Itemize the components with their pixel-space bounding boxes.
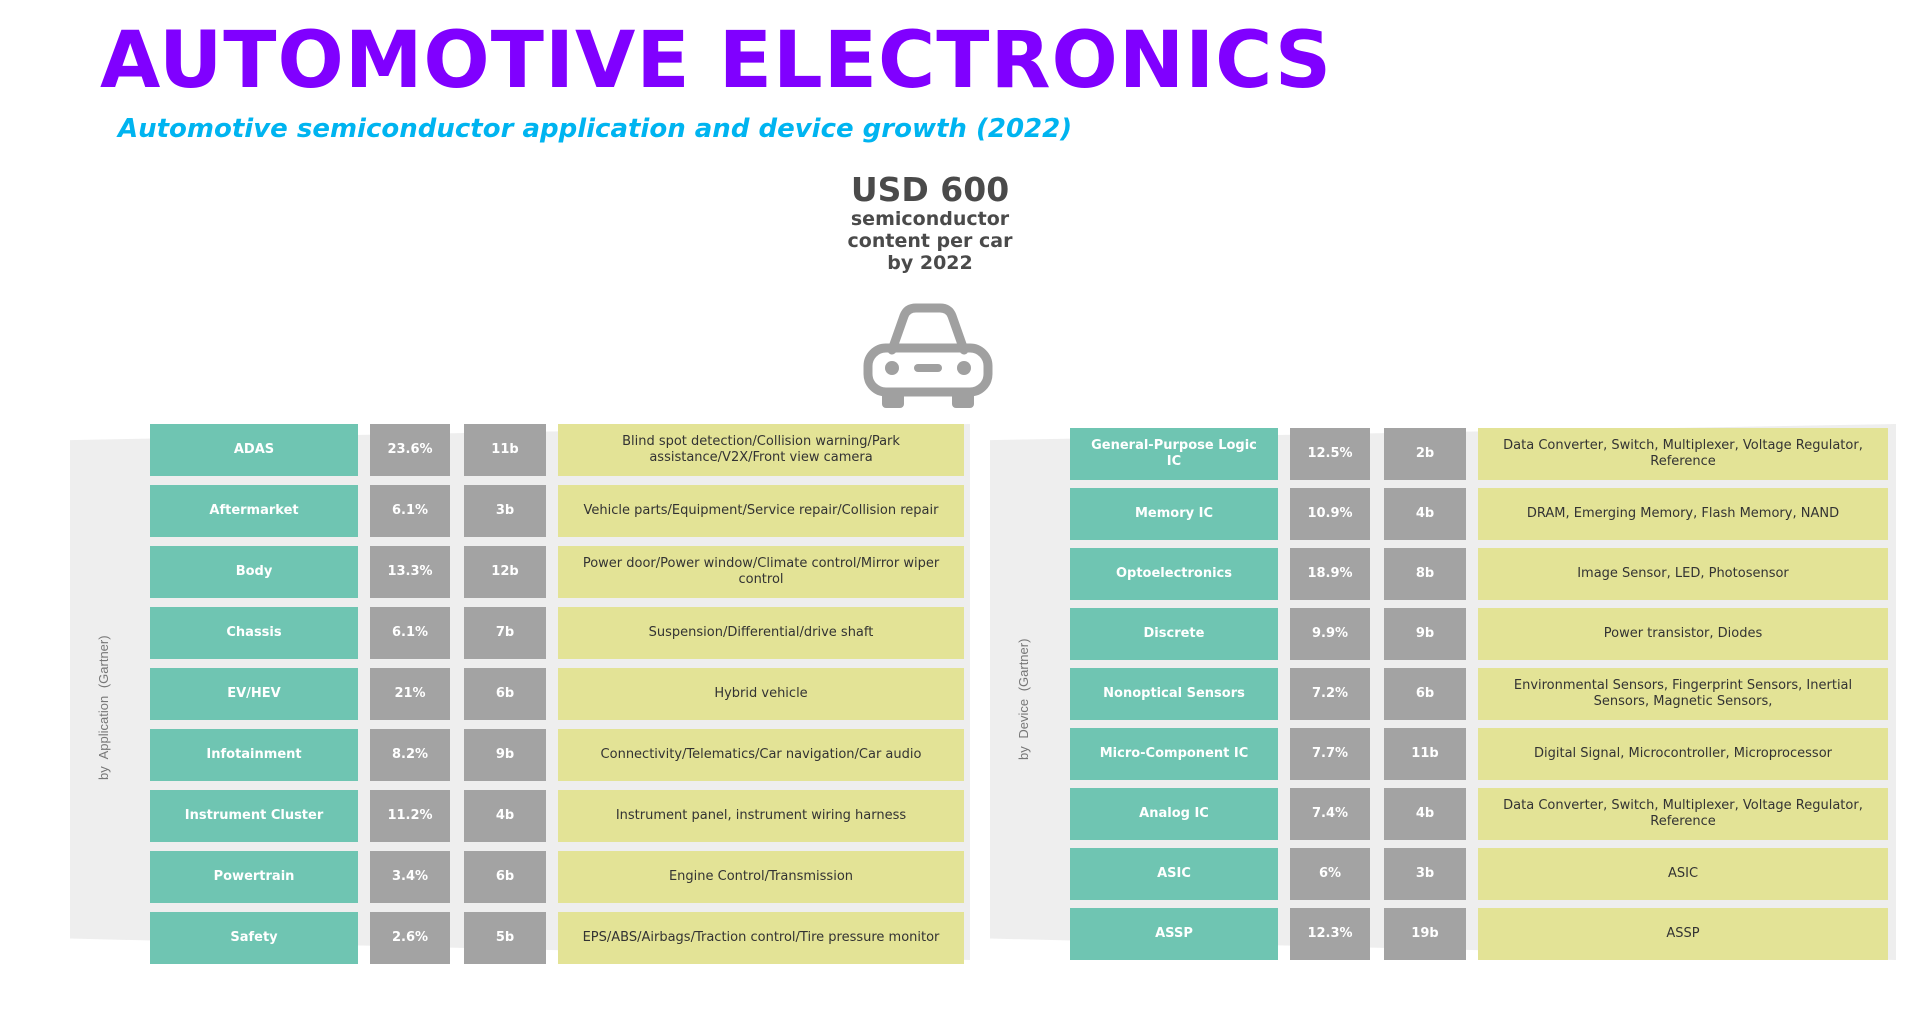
growth-percent: 3.4% — [370, 851, 450, 903]
device-count: 12b — [464, 546, 546, 598]
growth-percent: 10.9% — [1290, 488, 1370, 540]
device-name: Nonoptical Sensors — [1070, 668, 1278, 720]
device-count: 8b — [1384, 548, 1466, 600]
device-count: 9b — [464, 729, 546, 781]
device-count: 9b — [1384, 608, 1466, 660]
device-description: ASSP — [1478, 908, 1888, 960]
device-name: ASSP — [1070, 908, 1278, 960]
device-count: 2b — [1384, 428, 1466, 480]
content-line-3: by 2022 — [887, 252, 973, 275]
device-count: 6b — [464, 668, 546, 720]
device-description: ASIC — [1478, 848, 1888, 900]
device-name: ASIC — [1070, 848, 1278, 900]
application-name: ADAS — [150, 424, 358, 476]
table-row: Discrete 9.9% 9b Power transistor, Diodes — [0, 608, 1914, 660]
device-name: Optoelectronics — [1070, 548, 1278, 600]
growth-percent: 18.9% — [1290, 548, 1370, 600]
table-row: Optoelectronics 18.9% 8b Image Sensor, LED,… — [0, 548, 1914, 600]
device-name: General-Purpose Logic IC — [1070, 428, 1278, 480]
device-count: 4b — [1384, 788, 1466, 840]
table-row: Analog IC 7.4% 4b Data Converter, Switch, M… — [0, 788, 1914, 840]
content-amount: USD 600 — [850, 170, 1010, 209]
application-description: Suspension/Differential/drive shaft — [558, 607, 964, 659]
growth-percent: 6.1% — [370, 607, 450, 659]
device-count: 11b — [1384, 728, 1466, 780]
device-name: Discrete — [1070, 608, 1278, 660]
device-description: Data Converter, Switch, Multiplexer, Vol… — [1478, 788, 1888, 840]
growth-percent: 8.2% — [370, 729, 450, 781]
growth-percent: 12.3% — [1290, 908, 1370, 960]
table-row: Chassis 6.1% 7b Suspension/Differential/dri… — [0, 607, 1914, 659]
growth-percent: 11.2% — [370, 790, 450, 842]
device-count: 11b — [464, 424, 546, 476]
device-description: Image Sensor, LED, Photosensor — [1478, 548, 1888, 600]
content-line-2: content per car — [847, 230, 1013, 253]
device-count: 19b — [1384, 908, 1466, 960]
table-row: Instrument Cluster 11.2% 4b Instrument pane… — [0, 790, 1914, 842]
table-row: ASIC 6% 3b ASIC — [0, 848, 1914, 900]
application-description: Hybrid vehicle — [558, 668, 964, 720]
device-count: 3b — [1384, 848, 1466, 900]
growth-percent: 2.6% — [370, 912, 450, 964]
growth-percent: 21% — [370, 668, 450, 720]
growth-percent: 23.6% — [370, 424, 450, 476]
table-row: EV/HEV 21% 6b Hybrid vehicle — [0, 668, 1914, 720]
device-description: Data Converter, Switch, Multiplexer, Vol… — [1478, 428, 1888, 480]
application-description: Blind spot detection/Collision warning/P… — [558, 424, 964, 476]
application-description: Vehicle parts/Equipment/Service repair/C… — [558, 485, 964, 537]
application-name: Body — [150, 546, 358, 598]
device-description: Power transistor, Diodes — [1478, 608, 1888, 660]
content-line-1: semiconductor — [850, 208, 1010, 231]
page-subtitle: Automotive semiconductor application and… — [118, 114, 1073, 144]
device-name: Micro-Component IC — [1070, 728, 1278, 780]
table-row: Infotainment 8.2% 9b Connectivity/Telematic… — [0, 729, 1914, 781]
device-count: 7b — [464, 607, 546, 659]
table-row: Body 13.3% 12b Power door/Power window/Clim… — [0, 546, 1914, 598]
device-count: 4b — [1384, 488, 1466, 540]
application-description: Power door/Power window/Climate control/… — [558, 546, 964, 598]
device-count: 4b — [464, 790, 546, 842]
growth-percent: 6.1% — [370, 485, 450, 537]
car-icon — [863, 303, 993, 408]
growth-percent: 6% — [1290, 848, 1370, 900]
growth-percent: 9.9% — [1290, 608, 1370, 660]
table-row: ASSP 12.3% 19b ASSP — [0, 908, 1914, 960]
growth-percent: 13.3% — [370, 546, 450, 598]
application-name: Chassis — [150, 607, 358, 659]
device-description: DRAM, Emerging Memory, Flash Memory, NAN… — [1478, 488, 1888, 540]
table-row: Memory IC 10.9% 4b DRAM, Emerging Memory, F… — [0, 488, 1914, 540]
device-count: 3b — [464, 485, 546, 537]
content-per-car-callout: USD 600 semiconductor content per car by… — [800, 170, 1060, 275]
table-row: General-Purpose Logic IC 12.5% 2b Data Conv… — [0, 428, 1914, 480]
device-count: 5b — [464, 912, 546, 964]
device-name: Analog IC — [1070, 788, 1278, 840]
application-name: EV/HEV — [150, 668, 358, 720]
device-description: Environmental Sensors, Fingerprint Senso… — [1478, 668, 1888, 720]
table-row: Micro-Component IC 7.7% 11b Digital Signal,… — [0, 728, 1914, 780]
table-row: Nonoptical Sensors 7.2% 6b Environmental Se… — [0, 668, 1914, 720]
table-row: ADAS 23.6% 11b Blind spot detection/Collisi… — [0, 424, 1914, 476]
table-row: Safety 2.6% 5b EPS/ABS/Airbags/Traction con… — [0, 912, 1914, 964]
application-description: Instrument panel, instrument wiring harn… — [558, 790, 964, 842]
application-name: Safety — [150, 912, 358, 964]
device-name: Memory IC — [1070, 488, 1278, 540]
growth-percent: 7.2% — [1290, 668, 1370, 720]
table-row: Aftermarket 6.1% 3b Vehicle parts/Equipment… — [0, 485, 1914, 537]
table-row: Powertrain 3.4% 6b Engine Control/Transmiss… — [0, 851, 1914, 903]
page-title: AUTOMOTIVE ELECTRONICS — [100, 16, 1333, 106]
application-name: Infotainment — [150, 729, 358, 781]
application-description: Connectivity/Telematics/Car navigation/C… — [558, 729, 964, 781]
device-count: 6b — [1384, 668, 1466, 720]
application-name: Instrument Cluster — [150, 790, 358, 842]
device-description: Digital Signal, Microcontroller, Micropr… — [1478, 728, 1888, 780]
application-description: EPS/ABS/Airbags/Traction control/Tire pr… — [558, 912, 964, 964]
application-name: Powertrain — [150, 851, 358, 903]
application-description: Engine Control/Transmission — [558, 851, 964, 903]
growth-percent: 7.7% — [1290, 728, 1370, 780]
device-count: 6b — [464, 851, 546, 903]
growth-percent: 7.4% — [1290, 788, 1370, 840]
growth-percent: 12.5% — [1290, 428, 1370, 480]
application-name: Aftermarket — [150, 485, 358, 537]
